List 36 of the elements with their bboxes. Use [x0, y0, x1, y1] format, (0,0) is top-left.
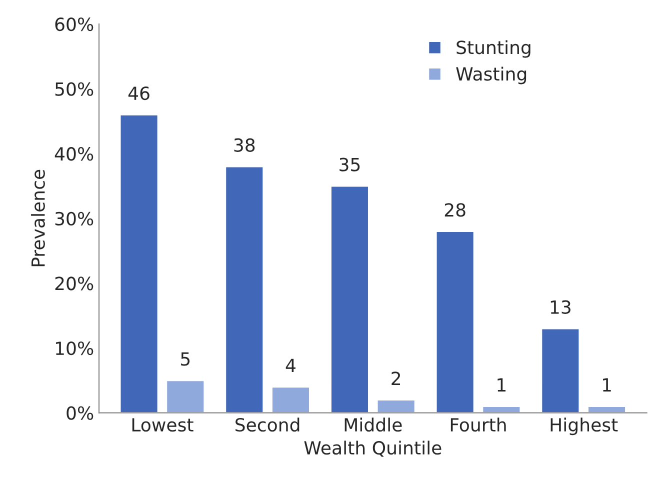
bar: [166, 380, 206, 413]
data-label: 1: [498, 378, 506, 392]
bar: [271, 386, 310, 413]
data-label: 1: [603, 378, 611, 392]
data-label: 28: [444, 203, 466, 217]
data-label: 5: [181, 352, 190, 366]
bar: [435, 230, 475, 413]
legend-label: Wasting: [456, 66, 526, 84]
y-tick-label: 50%: [55, 82, 94, 96]
y-tick-label: 10%: [56, 341, 94, 356]
bar: [330, 185, 370, 413]
y-tick-label: 60%: [55, 17, 94, 32]
x-tick-label: Middle: [344, 418, 402, 432]
data-label: 46: [128, 86, 150, 100]
y-tick-label: 0%: [66, 406, 94, 420]
y-axis-title: Prevalence: [30, 170, 45, 266]
x-axis-title: Wealth Quintile: [304, 440, 442, 457]
data-label: 35: [340, 158, 360, 172]
bar: [376, 399, 416, 413]
data-label: 4: [286, 358, 296, 372]
y-tick-label: 40%: [54, 147, 94, 161]
y-tick-label: 20%: [55, 276, 94, 290]
bar: [540, 328, 580, 413]
x-tick-label: Highest: [550, 418, 618, 436]
data-label: 2: [392, 372, 400, 385]
data-label: 13: [550, 300, 570, 314]
bar: [119, 114, 159, 413]
data-label: 38: [234, 138, 255, 152]
bar: [587, 406, 626, 413]
bar: [482, 406, 522, 413]
bar: [224, 166, 264, 413]
legend-label: Stunting: [456, 40, 530, 58]
x-tick-label: Lowest: [132, 418, 194, 432]
y-tick-label: 30%: [55, 212, 94, 226]
x-tick-label: Second: [236, 418, 300, 432]
x-tick-label: Fourth: [450, 418, 506, 432]
